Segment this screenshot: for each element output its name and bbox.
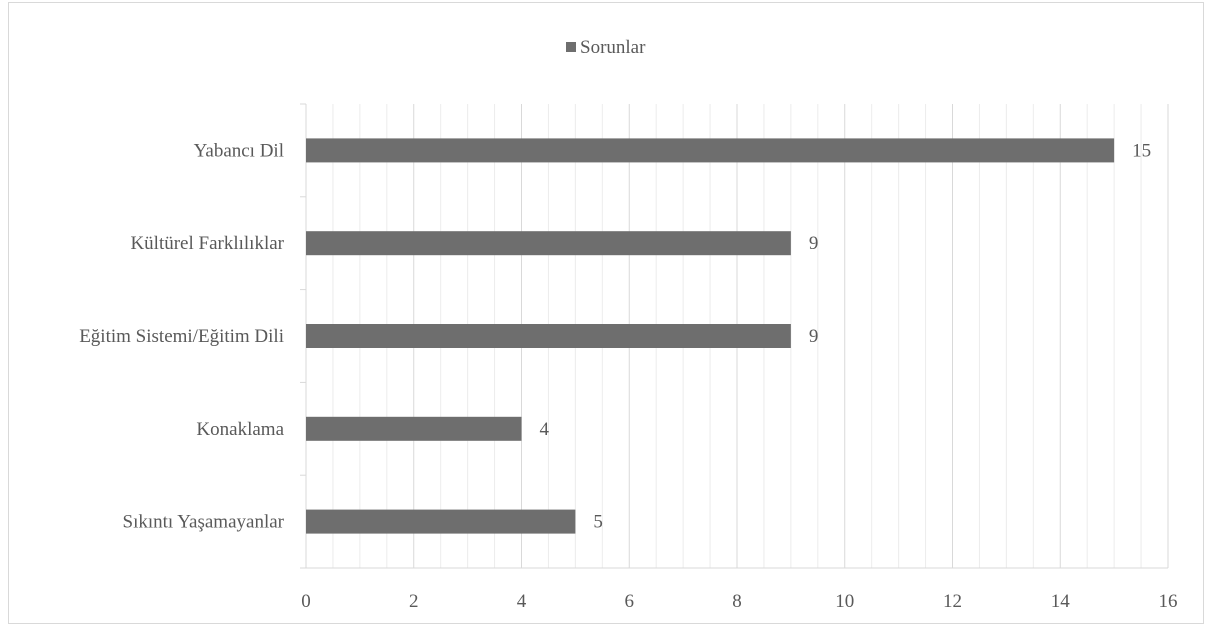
bar xyxy=(306,231,791,256)
x-tick-label: 12 xyxy=(943,591,962,612)
x-tick-label: 0 xyxy=(301,591,311,612)
x-tick-label: 16 xyxy=(1159,591,1178,612)
category-label: Eğitim Sistemi/Eğitim Dili xyxy=(79,326,284,347)
bar xyxy=(306,138,1115,163)
x-tick-label: 14 xyxy=(1051,591,1071,612)
category-label: Kültürel Farklılıklar xyxy=(130,233,284,254)
data-label: 4 xyxy=(540,419,550,440)
data-label: 9 xyxy=(809,326,819,347)
bar xyxy=(306,324,791,348)
x-tick-label: 6 xyxy=(625,591,635,612)
x-tick-label: 4 xyxy=(517,591,527,612)
data-label: 9 xyxy=(809,233,819,254)
x-tick-label: 2 xyxy=(409,591,419,612)
bar xyxy=(306,509,576,534)
chart-labels: Yabancı Dil 15 Kültürel Farklılıklar 9 Eğiti… xyxy=(79,140,1151,532)
x-tick-label: 8 xyxy=(732,591,742,612)
x-tick-label: 10 xyxy=(835,591,854,612)
legend-swatch xyxy=(566,42,576,52)
category-label: Konaklama xyxy=(196,419,284,440)
bar xyxy=(306,416,522,441)
chart-axes: 0 2 4 6 8 10 12 14 16 xyxy=(300,103,1178,612)
chart-container xyxy=(8,2,1204,624)
category-label: Yabancı Dil xyxy=(194,140,284,161)
legend-label: Sorunlar xyxy=(580,37,646,58)
data-label: 5 xyxy=(593,512,603,533)
chart-bars xyxy=(306,138,1115,534)
data-label: 15 xyxy=(1132,140,1151,161)
chart-legend: Sorunlar xyxy=(566,37,646,58)
category-label: Sıkıntı Yaşamayanlar xyxy=(123,512,285,533)
